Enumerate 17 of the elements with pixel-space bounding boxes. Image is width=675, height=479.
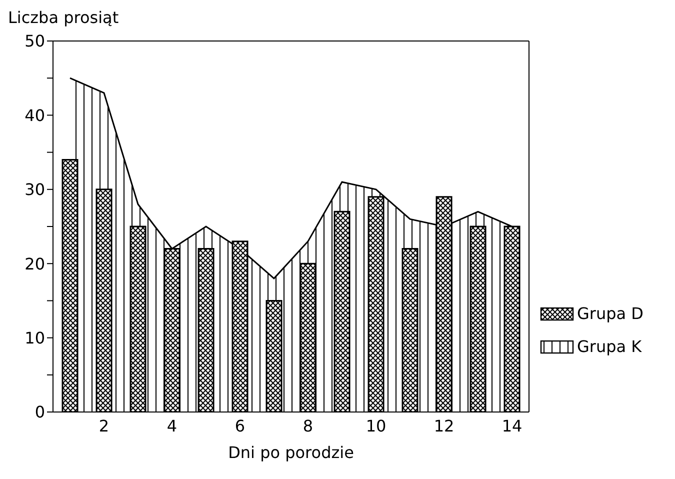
x-tick-label: 14 xyxy=(502,416,522,436)
y-tick-label: 30 xyxy=(24,180,45,200)
y-tick-label: 10 xyxy=(24,328,45,348)
x-tick-label: 12 xyxy=(434,416,454,436)
x-tick-label: 6 xyxy=(234,416,246,436)
y-axis-title: Liczba prosiąt xyxy=(8,8,119,27)
legend-label: Grupa K xyxy=(577,337,642,356)
legend-label: Grupa D xyxy=(577,304,644,323)
y-tick-label: 40 xyxy=(24,106,45,125)
x-tick-label: 10 xyxy=(366,416,386,436)
x-tick-label: 8 xyxy=(302,416,314,436)
x-axis-title: Dni po porodzie xyxy=(228,443,354,462)
y-tick-label: 0 xyxy=(34,402,45,422)
y-tick-label: 20 xyxy=(24,254,45,274)
x-tick-label: 4 xyxy=(166,416,178,436)
y-tick-label: 50 xyxy=(24,32,45,51)
x-tick-label: 2 xyxy=(98,416,110,436)
